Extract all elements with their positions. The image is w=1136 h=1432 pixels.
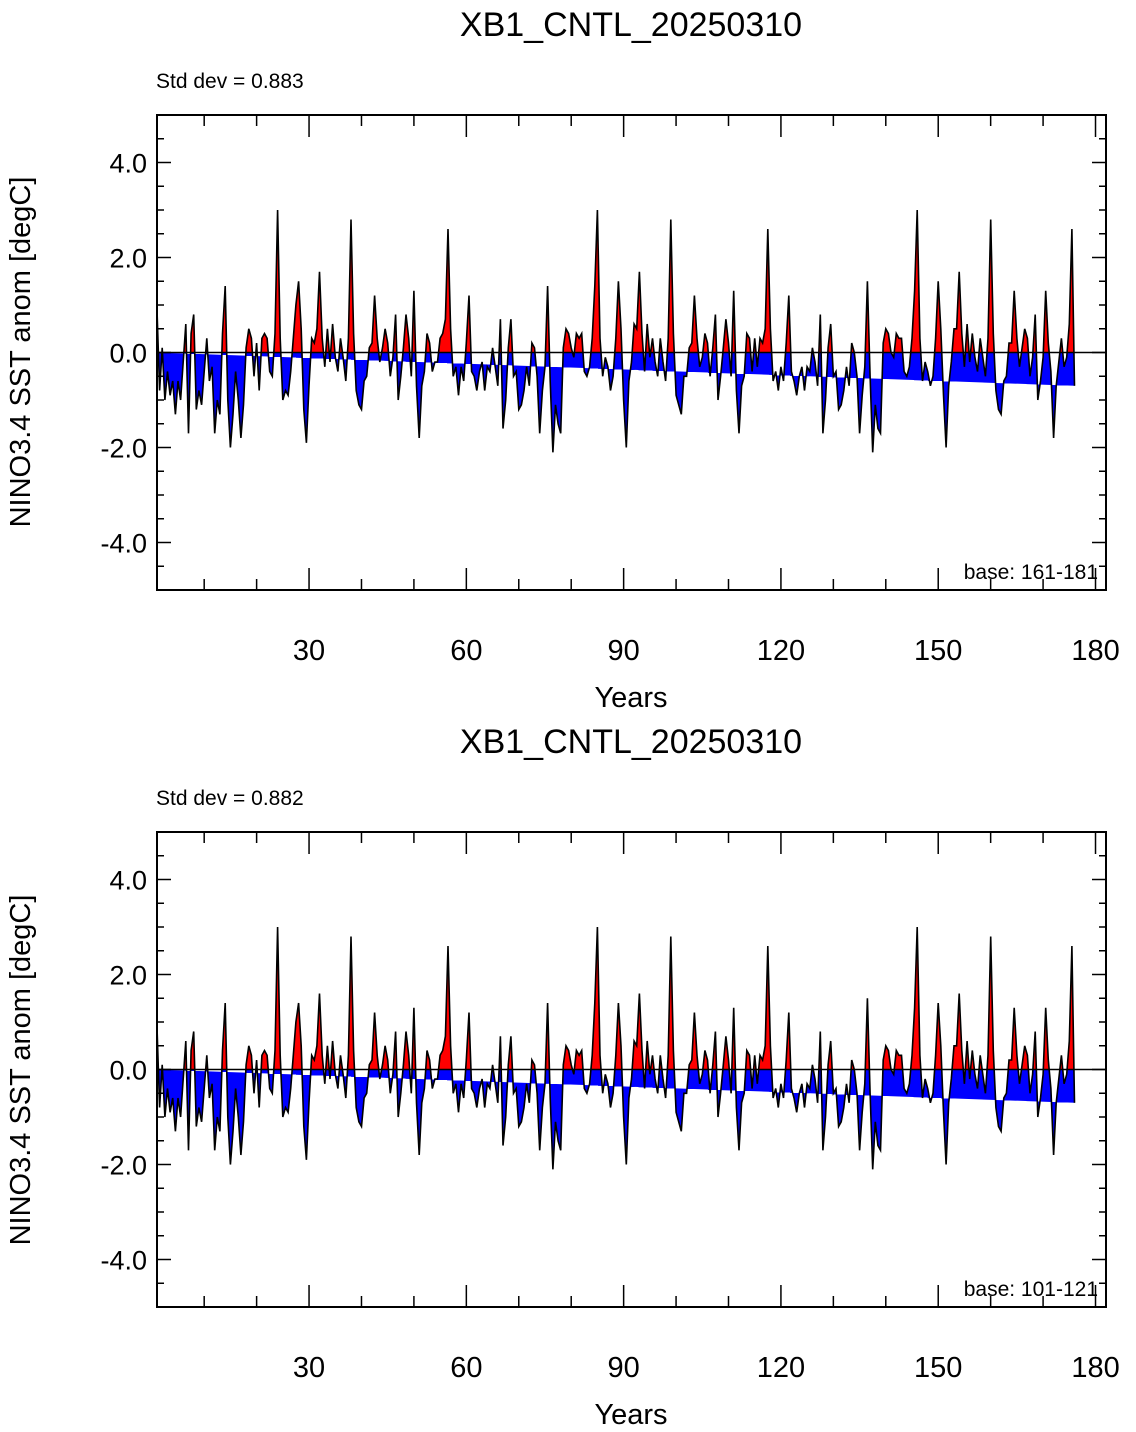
positive-anomaly-area <box>157 210 1075 353</box>
x-tick-label: 150 <box>914 1352 962 1384</box>
x-tick-label: 60 <box>450 635 482 667</box>
x-tick-label: 150 <box>914 635 962 667</box>
x-tick-label: 30 <box>293 1352 325 1384</box>
positive-anomaly-area <box>157 927 1075 1070</box>
x-tick-label: 180 <box>1071 635 1119 667</box>
x-axis-label: Years <box>594 1399 667 1431</box>
y-tick-label: 0.0 <box>109 1056 147 1086</box>
base-annotation: base: 101-121 <box>964 1278 1098 1301</box>
y-tick-label: -2.0 <box>100 434 147 464</box>
y-axis-label: NINO3.4 SST anom [degC] <box>5 895 37 1246</box>
negative-anomaly-area <box>157 1069 1075 1170</box>
anomaly-series-line <box>156 209 1076 453</box>
chart-panel-top: XB1_CNTL_20250310 Std dev = 0.883 -4.0 -2… <box>5 6 1120 714</box>
x-tick-label: 60 <box>450 1352 482 1384</box>
chart-panel-bottom: XB1_CNTL_20250310 Std dev = 0.882 -4.0 -2… <box>5 723 1120 1431</box>
y-tick-label: 4.0 <box>109 866 147 896</box>
plot-area: -4.0 -2.0 0.0 2.0 4.0 30 60 90 120 150 180 <box>100 114 1120 667</box>
x-tick-label: 180 <box>1071 1352 1119 1384</box>
anomaly-series-line <box>156 926 1076 1170</box>
x-tick-label: 90 <box>608 635 640 667</box>
negative-anomaly-area <box>157 352 1075 453</box>
y-tick-label: 2.0 <box>109 961 147 991</box>
x-axis-label: Years <box>594 682 667 714</box>
y-tick-label: -2.0 <box>100 1151 147 1181</box>
base-annotation: base: 161-181 <box>964 561 1098 584</box>
plot-area: -4.0 -2.0 0.0 2.0 4.0 30 60 90 120 150 180 <box>100 831 1120 1384</box>
y-tick-label: 2.0 <box>109 244 147 274</box>
x-tick-label: 90 <box>608 1352 640 1384</box>
x-tick-label: 30 <box>293 635 325 667</box>
std-dev-label: Std dev = 0.882 <box>156 787 304 810</box>
y-axis-label: NINO3.4 SST anom [degC] <box>5 177 37 528</box>
y-tick-label: 0.0 <box>109 339 147 369</box>
y-tick-label: 4.0 <box>109 149 147 179</box>
std-dev-label: Std dev = 0.883 <box>156 70 304 93</box>
y-tick-label: -4.0 <box>100 1246 147 1276</box>
x-tick-label: 120 <box>757 635 805 667</box>
chart-title: XB1_CNTL_20250310 <box>460 723 802 761</box>
y-tick-label: -4.0 <box>100 529 147 559</box>
chart-title: XB1_CNTL_20250310 <box>460 6 802 44</box>
x-tick-label: 120 <box>757 1352 805 1384</box>
